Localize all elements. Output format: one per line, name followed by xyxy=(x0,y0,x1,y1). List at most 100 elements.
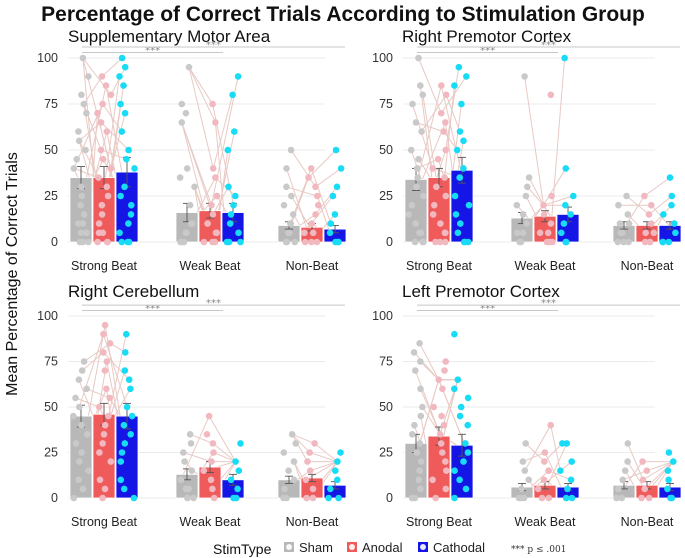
data-point-sham xyxy=(79,54,87,62)
data-point-anodal xyxy=(209,485,216,493)
x-tick-label: Strong Beat xyxy=(71,259,138,273)
data-point-cathodal xyxy=(562,201,569,209)
data-point-anodal xyxy=(435,376,443,384)
data-point-anodal xyxy=(642,229,649,237)
data-point-cathodal xyxy=(462,440,469,447)
y-tick-label: 75 xyxy=(44,355,58,369)
data-point-sham xyxy=(420,192,427,200)
data-point-cathodal xyxy=(670,458,677,465)
data-point-anodal xyxy=(648,220,655,227)
data-point-anodal xyxy=(540,201,547,209)
data-point-sham xyxy=(417,458,425,465)
data-point-sham xyxy=(180,238,188,246)
data-point-sham xyxy=(80,100,88,108)
data-point-anodal xyxy=(645,211,653,218)
data-point-anodal xyxy=(200,467,207,475)
data-point-sham xyxy=(618,494,626,502)
data-point-anodal xyxy=(442,458,449,465)
data-point-cathodal xyxy=(334,476,341,484)
data-point-cathodal xyxy=(125,220,132,227)
data-point-sham xyxy=(72,394,79,402)
data-point-anodal xyxy=(429,476,436,484)
data-point-anodal xyxy=(430,403,438,411)
data-point-anodal xyxy=(95,220,103,227)
data-point-cathodal xyxy=(125,238,133,246)
data-point-anodal xyxy=(204,220,211,227)
data-point-anodal xyxy=(443,467,450,475)
data-point-sham xyxy=(280,201,288,209)
data-point-cathodal xyxy=(327,485,334,493)
data-point-sham xyxy=(414,174,421,181)
subject-line xyxy=(528,177,574,206)
data-point-cathodal xyxy=(125,146,132,154)
x-tick-label: Strong Beat xyxy=(71,515,138,529)
data-point-sham xyxy=(285,467,292,475)
data-point-anodal xyxy=(429,211,437,218)
data-point-cathodal xyxy=(123,330,130,338)
data-point-cathodal xyxy=(664,485,671,493)
data-point-sham xyxy=(83,109,90,117)
data-point-sham xyxy=(614,238,622,246)
y-tick-label: 25 xyxy=(379,446,393,460)
data-point-sham xyxy=(283,165,290,172)
data-point-sham xyxy=(186,431,194,438)
data-point-sham xyxy=(415,476,423,484)
data-point-anodal xyxy=(95,403,103,411)
y-tick-label: 0 xyxy=(51,235,58,249)
x-tick-label: Weak Beat xyxy=(515,259,576,273)
data-point-anodal xyxy=(432,238,439,246)
data-point-anodal xyxy=(213,229,220,237)
data-point-cathodal xyxy=(464,394,472,402)
data-point-anodal xyxy=(209,238,216,246)
data-point-anodal xyxy=(210,449,217,456)
data-point-sham xyxy=(518,485,525,493)
data-point-cathodal xyxy=(558,229,565,237)
data-point-anodal xyxy=(429,165,437,172)
data-point-anodal xyxy=(306,467,314,475)
data-point-cathodal xyxy=(456,412,464,420)
data-point-anodal xyxy=(100,431,108,438)
x-tick-label: Non-Beat xyxy=(286,259,339,273)
subject-line xyxy=(524,76,567,207)
data-point-anodal xyxy=(94,238,101,246)
data-point-cathodal xyxy=(334,458,341,465)
y-tick-label: 100 xyxy=(37,309,58,323)
data-point-anodal xyxy=(442,485,450,493)
data-point-cathodal xyxy=(232,458,239,465)
panel-title: Supplementary Motor Area xyxy=(68,27,271,46)
data-point-sham xyxy=(413,449,421,456)
data-point-sham xyxy=(83,385,90,393)
data-point-sham xyxy=(412,220,420,227)
data-point-cathodal xyxy=(118,54,126,62)
significance-label: *** xyxy=(541,40,556,51)
data-point-sham xyxy=(79,485,87,493)
panel-title: Left Premotor Cortex xyxy=(402,282,560,301)
data-point-cathodal xyxy=(457,403,465,411)
data-point-cathodal xyxy=(458,100,465,108)
data-point-sham xyxy=(517,238,525,246)
data-point-sham xyxy=(411,238,419,246)
data-point-sham xyxy=(75,137,83,145)
data-point-sham xyxy=(419,238,426,246)
data-point-cathodal xyxy=(234,485,241,493)
data-point-cathodal xyxy=(456,128,464,135)
y-tick-label: 100 xyxy=(37,51,58,65)
data-point-sham xyxy=(82,146,89,154)
data-point-anodal xyxy=(97,119,105,126)
data-point-sham xyxy=(413,183,420,191)
data-point-sham xyxy=(191,183,198,191)
data-point-cathodal xyxy=(332,146,340,154)
data-point-sham xyxy=(613,494,620,502)
data-point-anodal xyxy=(442,238,449,246)
data-point-sham xyxy=(625,238,632,246)
data-point-sham xyxy=(84,238,92,246)
legend-note: *** p ≤ .001 xyxy=(511,545,566,555)
data-point-anodal xyxy=(309,494,317,502)
data-point-sham xyxy=(176,174,184,181)
data-point-anodal xyxy=(107,91,115,99)
y-tick-label: 25 xyxy=(44,189,58,203)
data-point-sham xyxy=(185,63,193,71)
data-point-sham xyxy=(190,494,197,502)
data-point-cathodal xyxy=(118,238,126,246)
data-point-sham xyxy=(624,440,632,447)
